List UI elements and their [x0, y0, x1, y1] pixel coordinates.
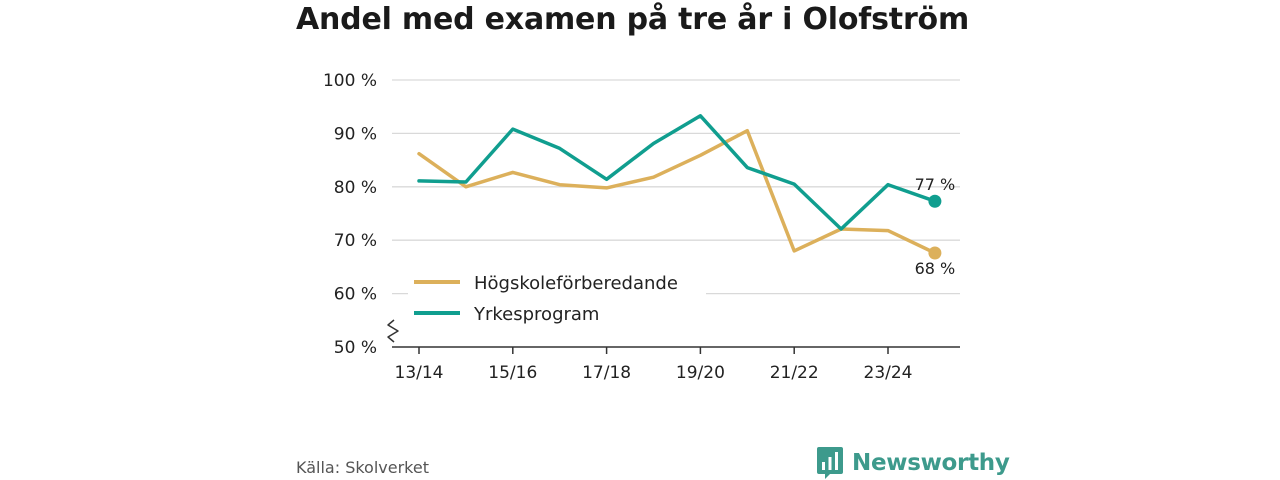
x-axis-ticks: 13/14 15/16 17/18 19/20 21/22 23/24 — [395, 347, 913, 383]
y-axis-ticks: 50 % 60 % 70 % 80 % 90 % 100 % — [323, 71, 377, 358]
gridlines — [392, 79, 960, 295]
axis-break-mark — [387, 319, 399, 343]
x-tick-label: 15/16 — [488, 363, 537, 383]
legend: Högskoleförberedande Yrkesprogram — [408, 265, 706, 331]
y-tick-label: 90 % — [334, 124, 377, 144]
x-tick-label: 21/22 — [770, 363, 819, 383]
y-tick-label: 70 % — [334, 231, 377, 251]
x-tick-label: 23/24 — [864, 363, 913, 383]
x-tick-label: 13/14 — [395, 363, 444, 383]
series-line-yrkesprogram — [417, 114, 937, 231]
x-tick-label: 17/18 — [582, 363, 631, 383]
legend-background — [408, 265, 706, 331]
series-line-hogskoleforberedande — [417, 128, 937, 255]
y-tick-label: 80 % — [334, 178, 377, 198]
y-tick-label: 100 % — [323, 71, 377, 91]
chart-title: Andel med examen på tre år i Olofström — [296, 2, 970, 37]
legend-label: Högskoleförberedande — [474, 273, 678, 294]
legend-label: Yrkesprogram — [473, 304, 599, 325]
end-value-label: 77 % — [915, 175, 956, 194]
x-axis — [387, 319, 960, 348]
newsworthy-logo-icon — [817, 447, 843, 479]
y-tick-label: 60 % — [334, 285, 377, 305]
series-lines: 68 % 77 % — [417, 114, 956, 278]
x-tick-label: 19/20 — [676, 363, 725, 383]
y-tick-label: 50 % — [334, 338, 377, 358]
end-value-label: 68 % — [915, 259, 956, 278]
end-point-marker — [928, 246, 942, 260]
end-point-marker — [928, 194, 942, 208]
brand-name: Newsworthy — [852, 450, 1010, 476]
brand-logo: Newsworthy — [816, 446, 1010, 480]
source-note: Källa: Skolverket — [296, 458, 429, 477]
line-chart: 50 % 60 % 70 % 80 % 90 % 100 % 13/14 15/16 17/1… — [323, 71, 960, 383]
